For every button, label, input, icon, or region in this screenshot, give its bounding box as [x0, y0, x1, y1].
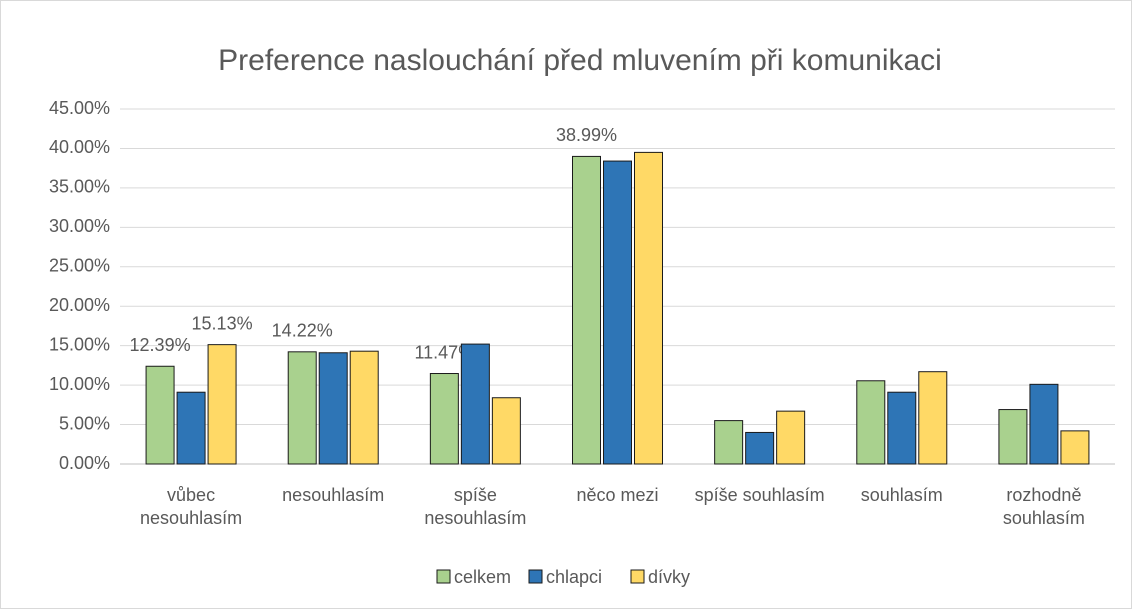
- x-tick-label: rozhodně souhlasím: [1002, 485, 1085, 528]
- legend-swatch: [436, 569, 451, 584]
- bar: [887, 391, 917, 465]
- x-tick-label: vůbec nesouhlasím: [140, 485, 243, 528]
- y-tick-label: 40.00%: [49, 137, 110, 157]
- bar: [776, 410, 806, 465]
- y-tick-label: 20.00%: [49, 295, 110, 315]
- legend-swatch: [528, 569, 543, 584]
- legend-label: celkem: [454, 567, 511, 587]
- y-tick-label: 30.00%: [49, 216, 110, 236]
- x-tick-label: nesouhlasím: [282, 485, 385, 505]
- bar: [1060, 430, 1090, 465]
- y-tick-label: 45.00%: [49, 98, 110, 118]
- bar: [318, 352, 348, 465]
- bar: [998, 409, 1028, 465]
- data-label: 14.22%: [272, 321, 333, 341]
- x-tick-label: spíše nesouhlasím: [424, 485, 527, 528]
- legend-label: chlapci: [546, 567, 602, 587]
- bar: [287, 351, 317, 465]
- y-tick-label: 15.00%: [49, 334, 110, 354]
- data-label: 38.99%: [556, 125, 617, 145]
- y-tick-label: 5.00%: [59, 413, 110, 433]
- bar: [176, 391, 206, 465]
- data-label: 12.39%: [130, 335, 191, 355]
- bar: [918, 371, 948, 465]
- bar: [856, 380, 886, 465]
- x-tick-label: souhlasím: [860, 485, 943, 505]
- data-label: 15.13%: [192, 313, 253, 333]
- bar: [145, 365, 175, 465]
- bar: [429, 373, 459, 465]
- y-tick-label: 35.00%: [49, 177, 110, 197]
- legend-label: dívky: [648, 567, 690, 587]
- bar: [460, 343, 490, 465]
- bar: [207, 344, 237, 465]
- y-tick-label: 25.00%: [49, 256, 110, 276]
- data-label: 11.47%: [414, 342, 474, 362]
- bar: [491, 397, 521, 465]
- bar: [634, 151, 663, 465]
- x-tick-label: spíše souhlasím: [694, 485, 825, 505]
- bar: [1029, 383, 1059, 465]
- x-tick-label: něco mezi: [576, 485, 659, 505]
- y-tick-label: 10.00%: [49, 374, 110, 394]
- bar: [572, 155, 601, 465]
- y-tick-label: 0.00%: [59, 453, 110, 473]
- chart-title: Preference naslouchání před mluvením při…: [218, 44, 942, 77]
- bar: [714, 420, 744, 465]
- bar: [745, 431, 775, 465]
- bar: [349, 350, 379, 465]
- bar: [603, 160, 632, 465]
- legend-swatch: [630, 569, 645, 584]
